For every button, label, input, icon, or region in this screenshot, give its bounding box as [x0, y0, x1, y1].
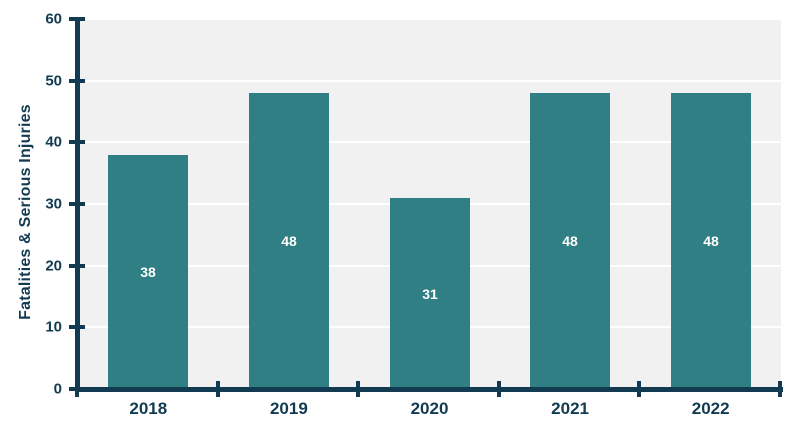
x-tick-boundary-0	[75, 381, 79, 397]
bar-2021: 48	[530, 93, 610, 389]
gridline-y-60	[78, 18, 781, 20]
y-tick-40	[69, 140, 85, 144]
y-tick-label-60: 60	[45, 10, 62, 28]
y-tick-label-20: 20	[45, 257, 62, 275]
bar-value-label: 48	[281, 233, 297, 249]
gridline-y-50	[78, 79, 781, 82]
y-tick-20	[69, 264, 85, 268]
y-tick-label-40: 40	[45, 133, 62, 151]
bar-2019: 48	[249, 93, 329, 389]
bar-value-label: 31	[422, 285, 438, 302]
y-tick-label-30: 30	[45, 195, 62, 213]
x-tick-label-2019: 2019	[269, 399, 308, 418]
x-tick-boundary-3	[497, 381, 501, 397]
y-tick-60	[69, 17, 85, 21]
y-tick-30	[69, 202, 85, 206]
gridline-y-40	[78, 141, 781, 144]
x-tick-boundary-1	[216, 381, 220, 397]
x-tick-label-2018: 2018	[129, 399, 168, 418]
x-tick-label-2020: 2020	[410, 399, 449, 418]
y-tick-50	[69, 79, 85, 83]
y-tick-10	[69, 325, 85, 329]
x-tick-boundary-4	[637, 381, 641, 397]
x-axis-line	[75, 387, 783, 392]
x-tick-boundary-2	[356, 381, 360, 397]
bar-2022: 48	[671, 93, 751, 389]
plot-area: 38 48 31 48 48	[78, 18, 781, 389]
bar-value-label: 48	[703, 233, 719, 249]
x-tick-label-2021: 2021	[551, 399, 590, 418]
y-tick-label-50: 50	[45, 72, 62, 90]
y-tick-label-10: 10	[45, 318, 62, 336]
x-tick-label-2022: 2022	[691, 399, 730, 418]
x-tick-boundary-5	[778, 381, 782, 397]
y-tick-label-0: 0	[53, 380, 62, 398]
bar-value-label: 48	[562, 233, 578, 249]
bar-value-label: 38	[140, 264, 156, 280]
bar-2020: 31	[390, 198, 470, 389]
bar-2018: 38	[108, 155, 188, 389]
